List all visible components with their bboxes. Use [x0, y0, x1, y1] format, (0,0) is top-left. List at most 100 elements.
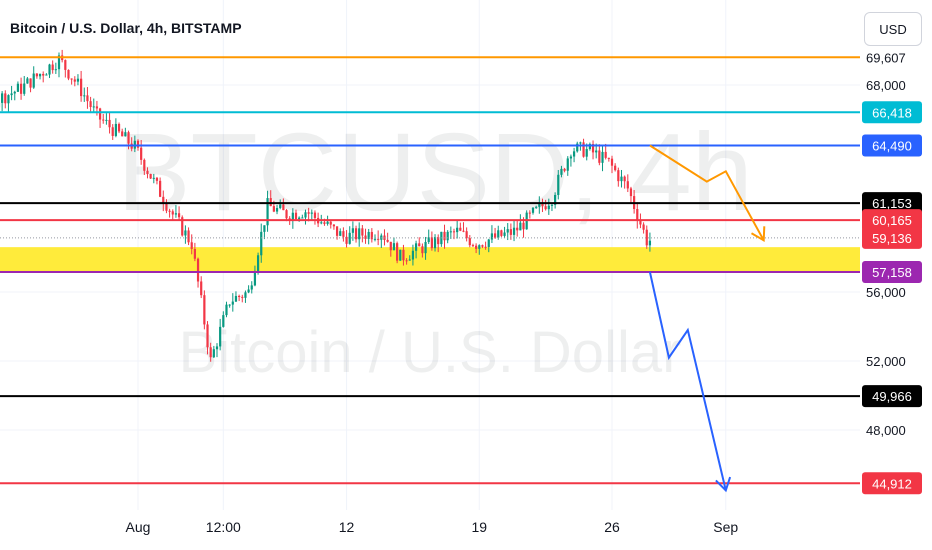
candle-body	[13, 91, 16, 94]
price-label-text: 49,966	[872, 389, 912, 404]
candle-body	[209, 347, 212, 358]
demand-zone	[0, 247, 860, 273]
candle-body	[617, 170, 620, 182]
candle-body	[563, 168, 566, 171]
projection-arrowhead	[751, 226, 766, 242]
candle-body	[547, 205, 550, 210]
projection-path	[648, 271, 727, 491]
candle-body	[108, 119, 111, 128]
x-tick-label: Aug	[126, 519, 151, 535]
candle-body	[560, 168, 563, 175]
candle-body	[196, 258, 200, 282]
candle-body	[105, 119, 108, 121]
candle-body	[67, 69, 70, 79]
candle-body	[430, 237, 433, 249]
candle-body	[528, 212, 531, 214]
candle-body	[162, 196, 165, 204]
candle-body	[446, 231, 449, 241]
candle-body	[364, 235, 367, 239]
candle-body	[307, 212, 310, 214]
candle-body	[234, 295, 238, 302]
candle-body	[146, 170, 149, 174]
candle-body	[127, 132, 130, 144]
candle-body	[475, 245, 478, 249]
candle-body	[348, 232, 351, 244]
candle-body	[544, 206, 547, 210]
candle-body	[411, 250, 415, 260]
price-label-text: 66,418	[872, 105, 912, 120]
candle-body	[541, 203, 544, 207]
candles	[0, 49, 652, 362]
candle-body	[629, 188, 633, 197]
candle-body	[487, 239, 490, 247]
x-tick-label: 12	[339, 519, 355, 535]
y-tick-label: 48,000	[866, 423, 906, 438]
candle-body	[361, 228, 364, 236]
price-label-box	[862, 385, 922, 408]
candle-body	[301, 217, 304, 219]
price-label-text: 64,490	[872, 139, 912, 154]
candle-body	[241, 296, 244, 298]
candle-body	[424, 241, 427, 254]
candle-body	[304, 212, 307, 218]
candle-body	[595, 150, 598, 153]
candle-body	[238, 295, 241, 297]
y-tick-label: 52,000	[866, 354, 906, 369]
x-axis: Aug 12:00 12 19 26 Sep	[126, 519, 739, 535]
candle-body	[42, 73, 45, 76]
candle-body	[500, 230, 503, 236]
price-label-text: 59,136	[872, 231, 912, 246]
candle-body	[642, 224, 645, 230]
price-label-box	[862, 101, 922, 124]
candle-body	[531, 207, 535, 213]
y-tick-label: 56,000	[866, 285, 906, 300]
candle-body	[358, 228, 361, 240]
candle-body	[7, 95, 10, 104]
candle-body	[244, 292, 247, 298]
price-label-box	[862, 134, 922, 157]
x-tick-label: 19	[471, 519, 487, 535]
candle-body	[535, 206, 538, 208]
candle-body	[399, 249, 402, 261]
candle-body	[181, 217, 184, 236]
candle-body	[342, 231, 345, 237]
candle-body	[484, 246, 487, 248]
candle-body	[601, 151, 604, 163]
candle-body	[86, 95, 89, 102]
candle-body	[279, 204, 282, 209]
candle-body	[140, 147, 143, 160]
candle-body	[503, 232, 506, 236]
candle-body	[1, 93, 4, 103]
candle-body	[421, 246, 424, 254]
candle-body	[459, 227, 462, 231]
candle-body	[143, 159, 146, 171]
candle-body	[418, 243, 421, 247]
candle-body	[585, 149, 588, 157]
candle-body	[266, 198, 269, 226]
chart-title: Bitcoin / U.S. Dollar, 4h, BITSTAMP	[10, 20, 242, 36]
candle-body	[45, 74, 48, 76]
candle-body	[298, 217, 301, 220]
currency-button[interactable]: USD	[864, 12, 922, 46]
candle-body	[639, 220, 642, 225]
candle-body	[351, 228, 354, 233]
candle-body	[386, 239, 389, 242]
candle-body	[522, 222, 525, 230]
candle-body	[320, 222, 323, 224]
candle-body	[247, 289, 250, 293]
candle-body	[187, 230, 190, 243]
candle-body	[57, 55, 61, 70]
candle-body	[645, 229, 648, 246]
candle-body	[51, 64, 54, 71]
candle-body	[272, 206, 275, 212]
candle-body	[456, 227, 459, 233]
candle-body	[462, 230, 465, 232]
candle-body	[121, 131, 124, 137]
candle-body	[449, 231, 452, 233]
candle-body	[149, 173, 152, 179]
candle-body	[326, 221, 329, 224]
candle-body	[591, 144, 595, 153]
candle-body	[111, 127, 114, 136]
